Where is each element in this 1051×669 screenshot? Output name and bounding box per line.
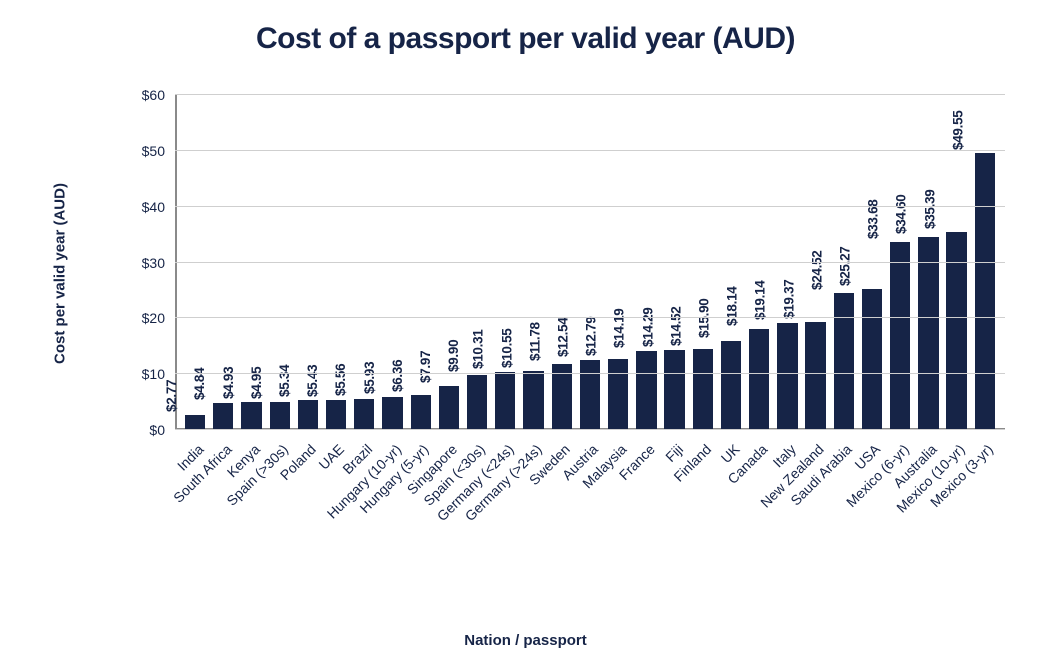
bar: $4.84 xyxy=(213,403,233,430)
bar-value-label: $4.93 xyxy=(220,367,235,399)
bar: $4.95 xyxy=(270,402,290,430)
y-tick-label: $10 xyxy=(142,366,165,382)
bar: $7.97 xyxy=(439,386,459,430)
bar-value-label: $14.29 xyxy=(640,308,655,348)
bar-slot: $14.19 xyxy=(632,95,660,430)
bar: $14.29 xyxy=(664,350,684,430)
y-tick-label: $20 xyxy=(142,310,165,326)
bar: $18.14 xyxy=(749,329,769,430)
bar-value-label: $5.43 xyxy=(305,364,320,396)
bar-value-label: $4.95 xyxy=(249,367,264,399)
bar-slot: $10.55 xyxy=(519,95,547,430)
bar: $19.37 xyxy=(805,322,825,430)
bar-value-label: $14.52 xyxy=(668,306,683,346)
bar: $10.55 xyxy=(523,371,543,430)
bar-slot: $9.90 xyxy=(463,95,491,430)
bar-slot: $33.68 xyxy=(886,95,914,430)
bar-value-label: $49.55 xyxy=(950,111,965,151)
bar: $14.19 xyxy=(636,351,656,430)
bar-value-label: $15.90 xyxy=(696,299,711,339)
bar-value-label: $2.77 xyxy=(164,379,179,411)
bar-value-label: $35.39 xyxy=(922,190,937,230)
bar-value-label: $14.19 xyxy=(612,308,627,348)
bar-slot: $14.52 xyxy=(689,95,717,430)
bar: $6.36 xyxy=(411,395,431,431)
bar-value-label: $5.56 xyxy=(333,364,348,396)
bar-value-label: $10.55 xyxy=(499,329,514,369)
bar-value-label: $18.14 xyxy=(724,286,739,326)
bar: $49.55 xyxy=(975,153,995,430)
bar-value-label: $34.60 xyxy=(894,194,909,234)
bar: $5.34 xyxy=(298,400,318,430)
bar-value-label: $12.54 xyxy=(555,318,570,358)
y-tick-label: $40 xyxy=(142,199,165,215)
bar: $19.14 xyxy=(777,323,797,430)
grid-line xyxy=(175,262,1005,263)
bar-value-label: $19.37 xyxy=(781,279,796,319)
bar-value-label: $5.34 xyxy=(277,365,292,397)
bar-value-label: $5.93 xyxy=(361,362,376,394)
bar: $14.52 xyxy=(693,349,713,430)
bar: $4.93 xyxy=(241,402,261,430)
grid-line xyxy=(175,94,1005,95)
bar: $34.60 xyxy=(918,237,938,430)
bar-value-label: $12.79 xyxy=(583,316,598,356)
bar-value-label: $24.52 xyxy=(809,251,824,291)
bar-value-label: $25.27 xyxy=(837,246,852,286)
bar: $5.93 xyxy=(382,397,402,430)
bar: $15.90 xyxy=(721,341,741,430)
y-tick-label: $30 xyxy=(142,255,165,271)
grid-line xyxy=(175,206,1005,207)
bar: $5.43 xyxy=(326,400,346,430)
bar-value-label: $6.36 xyxy=(390,359,405,391)
chart-container: Cost of a passport per valid year (AUD) … xyxy=(0,0,1051,669)
bar: $25.27 xyxy=(862,289,882,430)
y-tick-label: $0 xyxy=(149,422,165,438)
grid-line xyxy=(175,317,1005,318)
bar-slot: $25.27 xyxy=(858,95,886,430)
bar-slot: $19.14 xyxy=(773,95,801,430)
bar: $24.52 xyxy=(834,293,854,430)
bar: $12.54 xyxy=(580,360,600,430)
bar: $9.90 xyxy=(467,375,487,430)
bar-slot: $10.31 xyxy=(491,95,519,430)
bar-value-label: $11.78 xyxy=(527,322,542,361)
chart-title: Cost of a passport per valid year (AUD) xyxy=(0,22,1051,56)
bar: $2.77 xyxy=(185,415,205,430)
bar-value-label: $10.31 xyxy=(471,330,486,370)
bar: $5.56 xyxy=(354,399,374,430)
bar-slot: $15.90 xyxy=(717,95,745,430)
bar-value-label: $9.90 xyxy=(446,339,461,371)
bar-slot: $11.78 xyxy=(548,95,576,430)
bar: $33.68 xyxy=(890,242,910,430)
bar-value-label: $7.97 xyxy=(418,350,433,382)
grid-line xyxy=(175,373,1005,374)
bar-slot: $14.29 xyxy=(660,95,688,430)
bar-slot: $49.55 xyxy=(971,95,999,430)
bar-slot: $18.14 xyxy=(745,95,773,430)
bar-slot: $7.97 xyxy=(435,95,463,430)
y-tick-label: $60 xyxy=(142,87,165,103)
grid-line xyxy=(175,150,1005,151)
y-axis-label: Cost per valid year (AUD) xyxy=(52,183,69,364)
bar-slot: $12.54 xyxy=(576,95,604,430)
bar: $10.31 xyxy=(495,372,515,430)
y-tick-label: $50 xyxy=(142,143,165,159)
bar-value-label: $19.14 xyxy=(753,281,768,321)
bar-slot: $12.79 xyxy=(604,95,632,430)
bar-slot: $34.60 xyxy=(914,95,942,430)
grid-line xyxy=(175,429,1005,430)
x-axis-title: Nation / passport xyxy=(0,632,1051,649)
plot-area: $2.77 $4.84 $4.93 $4.95 $5.34 $5.43 $5.56 $5.93… xyxy=(175,95,1005,430)
bar: $12.79 xyxy=(608,359,628,430)
bars-group: $2.77 $4.84 $4.93 $4.95 $5.34 $5.43 $5.56 $5.93… xyxy=(175,95,1005,430)
